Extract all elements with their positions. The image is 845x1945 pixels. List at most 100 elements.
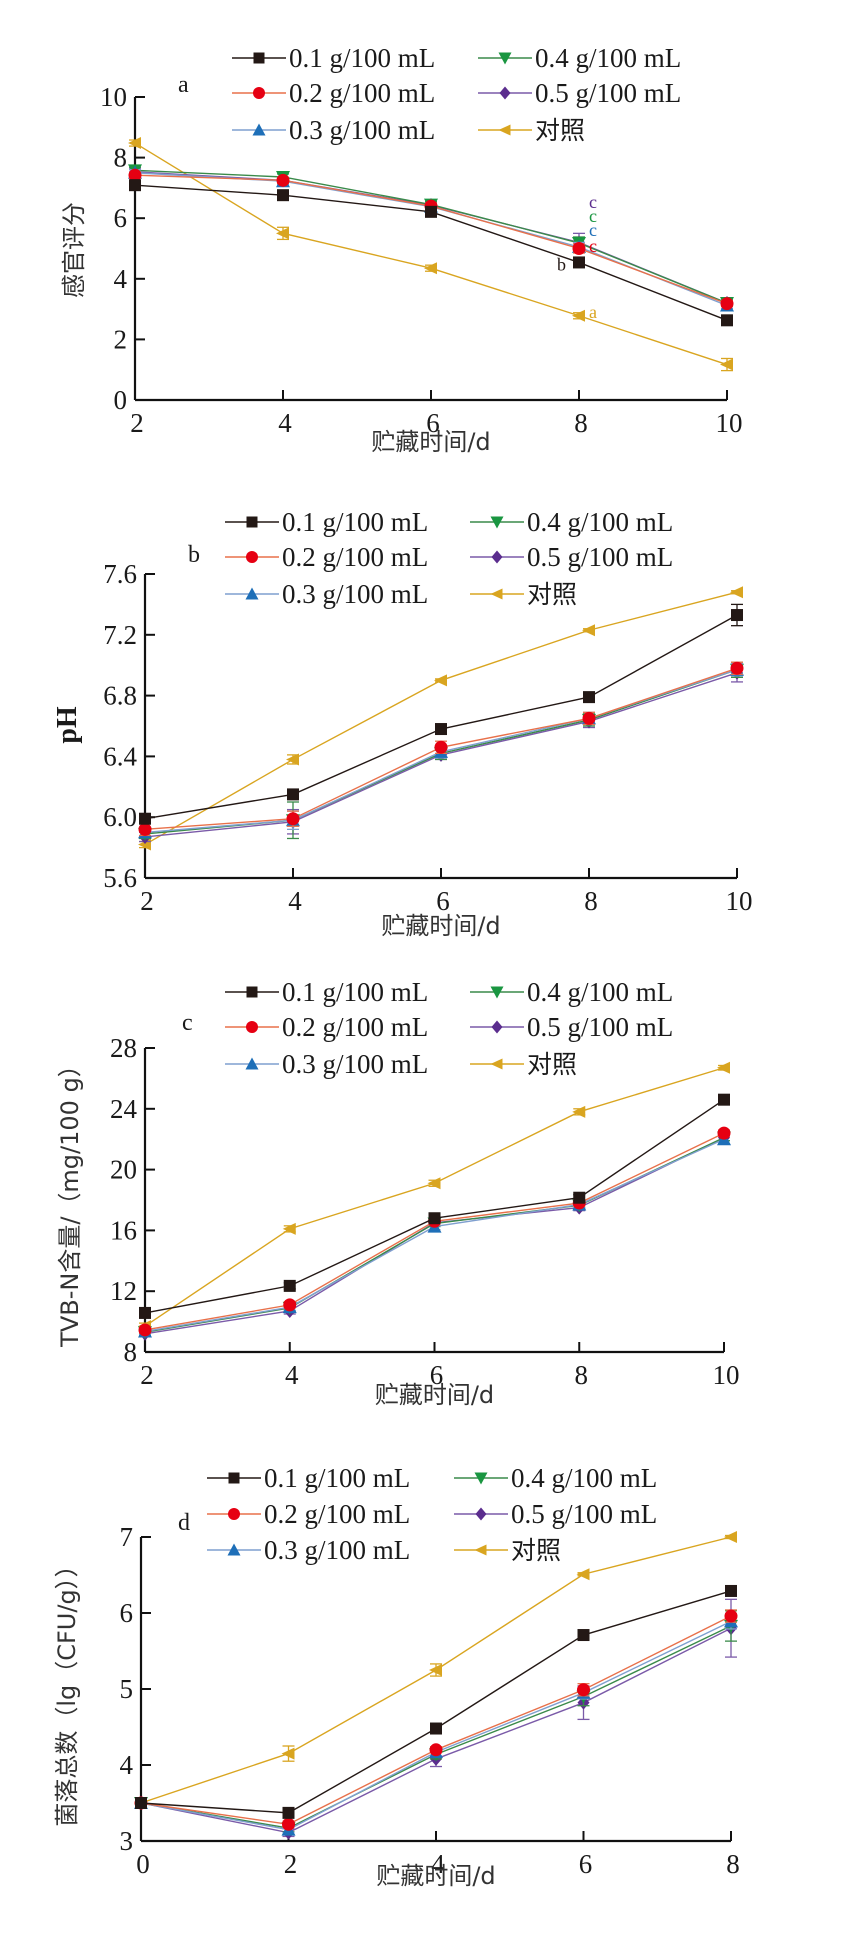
legend-marker-icon (253, 87, 265, 99)
y-tick-label: 3 (120, 1826, 134, 1856)
legend-item-control: 对照 (470, 1050, 577, 1079)
legend-item-control: 对照 (470, 580, 577, 609)
series-line (144, 591, 738, 846)
y-tick-label: 2 (114, 324, 128, 354)
data-point (731, 609, 743, 622)
legend-item-0-3-g-100-ml: 0.3 g/100 mL (232, 115, 435, 145)
legend-item-0-1-g-100-ml: 0.1 g/100 mL (225, 977, 428, 1007)
series-0-1-g-100-ml (135, 1584, 737, 1819)
series-line (144, 1137, 725, 1333)
legend-marker-icon (246, 1021, 258, 1033)
series-line (144, 1067, 725, 1327)
legend-item-0-3-g-100-ml: 0.3 g/100 mL (225, 1049, 428, 1079)
legend-marker-icon (491, 550, 503, 564)
data-point (573, 1191, 586, 1204)
series-0-2-g-100-ml (134, 1609, 738, 1831)
legend-label: 0.1 g/100 mL (264, 1463, 410, 1493)
legend-marker-icon (490, 516, 504, 529)
data-point (283, 1279, 296, 1292)
data-point (583, 691, 595, 704)
data-point (730, 586, 743, 599)
data-point (138, 1323, 152, 1337)
series-0-2-g-100-ml (138, 661, 744, 837)
significance-label: c (589, 206, 597, 226)
legend-item-0-4-g-100-ml: 0.4 g/100 mL (478, 43, 681, 73)
legend-item-0-4-g-100-ml: 0.4 g/100 mL (454, 1463, 657, 1493)
legend-label: 0.1 g/100 mL (289, 43, 435, 73)
legend-marker-icon (490, 986, 504, 999)
x-tick-label: 8 (575, 1360, 589, 1390)
legend-item-0-5-g-100-ml: 0.5 g/100 mL (470, 1012, 673, 1042)
significance-label: c (589, 220, 597, 240)
data-point (276, 173, 290, 187)
data-point (572, 1105, 586, 1118)
legend-label: 0.3 g/100 mL (289, 115, 435, 145)
x-tick-label: 4 (288, 886, 302, 916)
y-tick-label: 6.4 (103, 741, 137, 771)
x-tick-label: 10 (726, 886, 753, 916)
legend-item-0-5-g-100-ml: 0.5 g/100 mL (478, 78, 681, 108)
x-tick-label: 2 (130, 408, 144, 438)
data-point (138, 822, 152, 836)
legend-label: 0.1 g/100 mL (282, 977, 428, 1007)
legend-label: 对照 (511, 1536, 561, 1565)
legend-item-0-2-g-100-ml: 0.2 g/100 mL (207, 1499, 410, 1529)
significance-label: b (557, 254, 566, 274)
legend-marker-icon (228, 1472, 240, 1484)
legend-marker-icon (246, 516, 258, 528)
legend-label: 0.4 g/100 mL (535, 43, 681, 73)
legend-marker-icon (498, 124, 511, 136)
series-0-5-g-100-ml (135, 1598, 737, 1840)
legend-label: 对照 (535, 116, 585, 145)
y-tick-label: 8 (114, 143, 128, 173)
legend-marker-icon (253, 52, 265, 64)
legend-marker-icon (245, 587, 259, 600)
legend-item-0-5-g-100-ml: 0.5 g/100 mL (454, 1499, 657, 1529)
legend-marker-icon (227, 1543, 241, 1556)
legend-item-0-2-g-100-ml: 0.2 g/100 mL (232, 78, 435, 108)
series-control (128, 137, 733, 372)
legend-label: 0.3 g/100 mL (282, 1049, 428, 1079)
x-tick-label: 6 (430, 1360, 444, 1390)
data-point (725, 1584, 737, 1597)
y-tick-label: 20 (110, 1155, 137, 1185)
series-0-3-g-100-ml (138, 1132, 731, 1338)
data-point (577, 1629, 590, 1642)
y-tick-label: 5 (120, 1674, 134, 1704)
y-tick-label: 16 (110, 1215, 137, 1245)
y-tick-label: 6 (114, 203, 128, 233)
legend-item-0-1-g-100-ml: 0.1 g/100 mL (232, 43, 435, 73)
legend-marker-icon (228, 1508, 240, 1520)
y-axis-title: TVB-N含量/（mg/100 g） (56, 1053, 84, 1348)
series-0-1-g-100-ml (129, 179, 733, 327)
legend-marker-icon (474, 1544, 487, 1556)
x-axis-title: 贮藏时间/d (371, 428, 490, 456)
x-tick-label: 0 (136, 1849, 150, 1879)
legend-label: 0.4 g/100 mL (511, 1463, 657, 1493)
legend-item-0-1-g-100-ml: 0.1 g/100 mL (207, 1463, 410, 1493)
data-point (724, 1609, 738, 1623)
y-tick-label: 5.6 (103, 863, 137, 893)
data-point (429, 1664, 442, 1676)
data-point (429, 1743, 443, 1757)
x-tick-label: 4 (431, 1849, 445, 1879)
x-tick-label: 8 (726, 1849, 740, 1879)
data-point (276, 227, 289, 240)
series-0-2-g-100-ml (128, 168, 734, 311)
legend-label: 0.2 g/100 mL (282, 1012, 428, 1042)
data-point (730, 661, 744, 675)
x-axis-title: 贮藏时间/d (375, 1381, 494, 1409)
legend-label: 0.2 g/100 mL (264, 1499, 410, 1529)
legend: 0.1 g/100 mL 0.2 g/100 mL 0.3 g/100 mL 0.4 … (207, 1463, 657, 1565)
data-point (435, 723, 447, 736)
x-tick-label: 4 (278, 408, 292, 438)
legend-marker-icon (246, 986, 258, 998)
series-line (144, 1099, 725, 1314)
data-point (720, 297, 734, 311)
y-axis-title: 感官评分 (60, 202, 88, 298)
legend-label: 对照 (527, 1050, 577, 1079)
data-point (717, 1061, 730, 1074)
legend-label: 0.2 g/100 mL (282, 542, 428, 572)
